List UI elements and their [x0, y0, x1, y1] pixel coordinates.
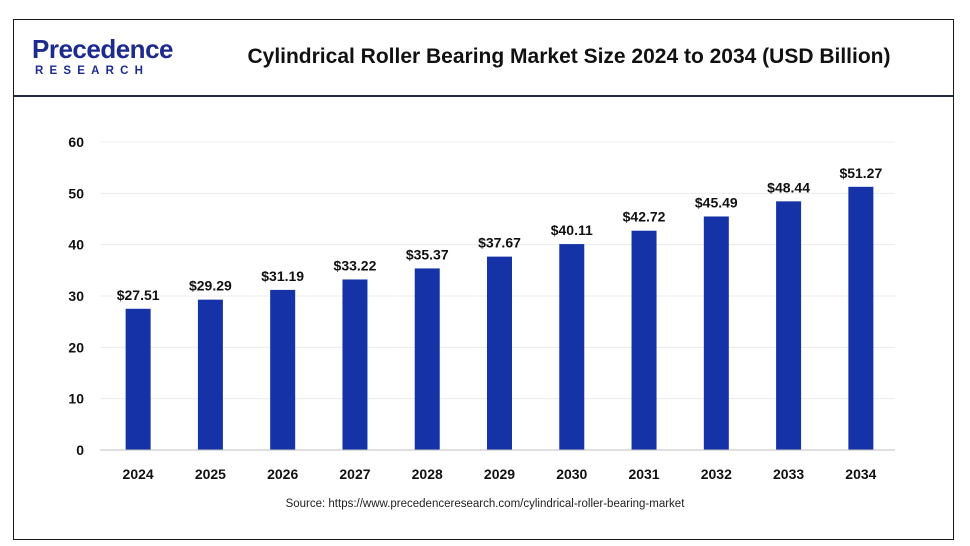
- bar: [414, 268, 440, 450]
- logo-wordmark: Precedence: [32, 34, 173, 64]
- y-tick-label: 30: [68, 288, 84, 304]
- logo-subtext: RESEARCH: [35, 65, 150, 77]
- x-tick-label: 2029: [484, 466, 515, 482]
- x-tick-label: 2034: [845, 466, 876, 482]
- data-label: $42.72: [623, 209, 666, 225]
- data-label: $29.29: [189, 278, 232, 294]
- data-labels: $27.51 $29.29 $31.19 $33.22 $35.37 $37.67 $40.…: [117, 165, 883, 303]
- chart-header: Precedence RESEARCH Cylindrical Roller B…: [14, 20, 953, 97]
- x-tick-label: 2032: [701, 466, 732, 482]
- x-tick-label: 2030: [556, 466, 587, 482]
- chart-title: Cylindrical Roller Bearing Market Size 2…: [247, 45, 891, 68]
- bar: [487, 256, 512, 450]
- x-tick-label: 2027: [339, 466, 370, 482]
- data-label: $35.37: [406, 246, 449, 262]
- precedence-research-logo: Precedence RESEARCH: [32, 34, 182, 84]
- source-note: Source: https://www.precedenceresearch.c…: [285, 498, 685, 510]
- data-label: $37.67: [478, 235, 521, 251]
- x-tick-label: 2025: [195, 466, 226, 482]
- x-tick-label: 2024: [123, 466, 154, 482]
- x-tick-label: 2031: [628, 466, 659, 482]
- data-label: $40.11: [551, 222, 593, 238]
- bar: [631, 230, 657, 450]
- bar: [848, 186, 874, 450]
- x-tick-label: 2026: [267, 466, 298, 482]
- bar: [125, 308, 151, 450]
- y-tick-label: 20: [68, 339, 84, 355]
- data-label: $31.19: [261, 268, 304, 284]
- bar: [342, 279, 368, 450]
- y-tick-label: 60: [68, 134, 84, 150]
- x-tick-label: 2028: [412, 466, 443, 482]
- bar: [197, 299, 223, 450]
- y-tick-label: 40: [68, 237, 84, 253]
- y-tick-label: 50: [68, 185, 84, 201]
- bar: [270, 289, 296, 450]
- data-label: $45.49: [695, 194, 738, 210]
- bar: [776, 201, 802, 450]
- data-label: $51.27: [839, 165, 882, 181]
- data-label: $33.22: [334, 257, 377, 273]
- y-tick-label: 0: [76, 442, 84, 458]
- x-tick-label: 2033: [773, 466, 804, 482]
- bar: [559, 244, 585, 450]
- bars: [125, 186, 874, 450]
- bar: [703, 216, 729, 450]
- data-label: $48.44: [767, 179, 810, 195]
- data-label: $27.51: [117, 287, 160, 303]
- y-tick-label: 10: [68, 391, 84, 407]
